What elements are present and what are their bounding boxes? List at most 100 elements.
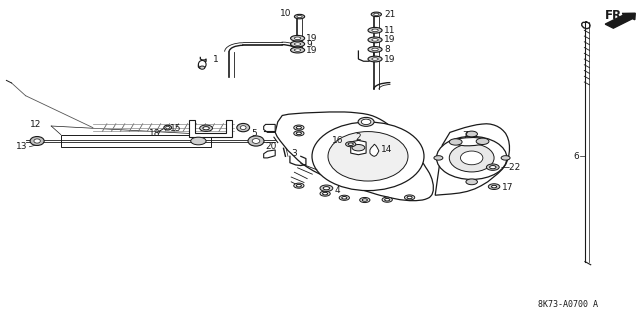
- Text: 14: 14: [381, 145, 393, 154]
- Ellipse shape: [248, 136, 264, 146]
- Ellipse shape: [312, 122, 424, 190]
- Ellipse shape: [30, 137, 44, 145]
- Circle shape: [492, 185, 497, 188]
- Ellipse shape: [166, 126, 170, 129]
- Ellipse shape: [297, 16, 302, 18]
- Circle shape: [486, 164, 499, 170]
- Polygon shape: [264, 124, 275, 132]
- Text: 8K73-A0700 A: 8K73-A0700 A: [538, 300, 598, 309]
- Ellipse shape: [294, 14, 305, 19]
- Ellipse shape: [449, 144, 494, 172]
- Circle shape: [191, 137, 206, 145]
- Circle shape: [407, 196, 412, 199]
- Text: 9: 9: [306, 40, 312, 48]
- Ellipse shape: [372, 58, 378, 60]
- Ellipse shape: [372, 29, 378, 32]
- Circle shape: [323, 187, 330, 190]
- FancyArrow shape: [605, 13, 636, 28]
- Circle shape: [501, 156, 510, 160]
- Ellipse shape: [164, 125, 172, 130]
- Polygon shape: [454, 137, 488, 146]
- Polygon shape: [275, 112, 433, 201]
- Polygon shape: [351, 140, 366, 155]
- Text: 6: 6: [573, 152, 579, 161]
- Text: 19: 19: [384, 55, 396, 63]
- Polygon shape: [435, 124, 509, 195]
- Text: 11: 11: [384, 26, 396, 35]
- Text: 15: 15: [170, 124, 181, 133]
- Circle shape: [362, 199, 367, 201]
- Text: —22: —22: [500, 163, 521, 172]
- Circle shape: [294, 125, 304, 130]
- Circle shape: [382, 197, 392, 202]
- Circle shape: [352, 145, 365, 151]
- Text: 17: 17: [502, 183, 513, 192]
- Text: 4: 4: [334, 186, 340, 195]
- Text: 8: 8: [384, 45, 390, 54]
- Ellipse shape: [294, 43, 301, 45]
- Circle shape: [296, 184, 301, 187]
- Ellipse shape: [294, 37, 301, 40]
- Circle shape: [294, 131, 304, 136]
- Ellipse shape: [372, 48, 378, 51]
- Ellipse shape: [200, 66, 205, 69]
- Ellipse shape: [358, 117, 374, 126]
- Ellipse shape: [368, 47, 382, 52]
- Ellipse shape: [368, 37, 382, 43]
- Circle shape: [490, 166, 496, 169]
- Circle shape: [466, 131, 477, 137]
- Text: 1: 1: [212, 56, 218, 64]
- Circle shape: [296, 126, 301, 129]
- Ellipse shape: [291, 35, 305, 41]
- Ellipse shape: [371, 12, 381, 17]
- Polygon shape: [189, 120, 232, 137]
- Text: 16: 16: [332, 137, 343, 145]
- Ellipse shape: [328, 131, 408, 181]
- Circle shape: [320, 191, 330, 196]
- Text: 7: 7: [462, 131, 468, 140]
- Ellipse shape: [252, 138, 260, 144]
- Bar: [61, 135, 211, 147]
- Circle shape: [346, 142, 356, 147]
- Circle shape: [203, 127, 209, 130]
- Text: 18: 18: [148, 129, 160, 137]
- Ellipse shape: [372, 39, 378, 41]
- Text: 3: 3: [291, 149, 297, 158]
- Ellipse shape: [368, 27, 382, 33]
- Text: 21: 21: [384, 10, 396, 19]
- Circle shape: [466, 179, 477, 185]
- Circle shape: [360, 197, 370, 203]
- Ellipse shape: [361, 119, 371, 125]
- Circle shape: [320, 185, 333, 191]
- Circle shape: [449, 139, 462, 145]
- Text: 19: 19: [306, 46, 317, 55]
- Circle shape: [294, 183, 304, 188]
- Circle shape: [404, 195, 415, 200]
- Circle shape: [476, 138, 489, 145]
- Text: 19: 19: [384, 35, 396, 44]
- Circle shape: [385, 198, 390, 201]
- Ellipse shape: [34, 139, 40, 143]
- Text: 20: 20: [265, 142, 276, 151]
- Ellipse shape: [368, 56, 382, 62]
- Ellipse shape: [374, 13, 379, 15]
- Text: FR.: FR.: [605, 9, 627, 22]
- Text: 2: 2: [356, 133, 362, 142]
- Text: 19: 19: [306, 34, 317, 43]
- Ellipse shape: [436, 137, 507, 179]
- Circle shape: [339, 195, 349, 200]
- Circle shape: [434, 156, 443, 160]
- Polygon shape: [264, 150, 275, 158]
- Circle shape: [488, 184, 500, 189]
- Circle shape: [296, 132, 301, 135]
- Text: 12: 12: [29, 120, 41, 129]
- Circle shape: [342, 197, 347, 199]
- Circle shape: [348, 143, 353, 145]
- Circle shape: [200, 125, 212, 131]
- Ellipse shape: [291, 47, 305, 53]
- Polygon shape: [370, 144, 379, 156]
- Text: 5: 5: [252, 129, 257, 138]
- Ellipse shape: [237, 123, 250, 132]
- Ellipse shape: [461, 151, 483, 165]
- Ellipse shape: [198, 61, 206, 69]
